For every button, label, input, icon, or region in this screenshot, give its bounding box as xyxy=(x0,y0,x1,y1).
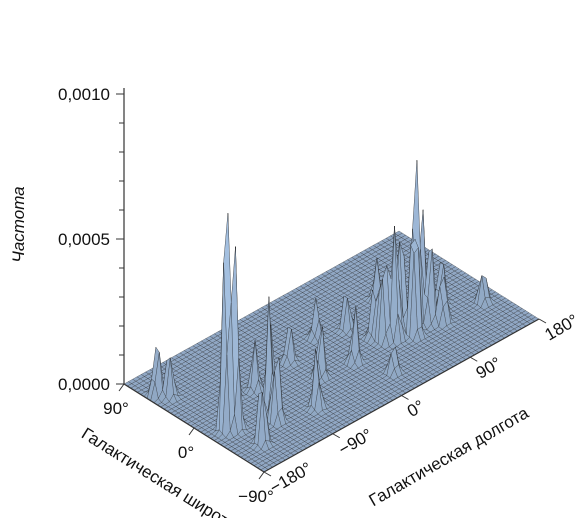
lon-tick-mark xyxy=(470,357,477,361)
z-axis-title: Частота xyxy=(9,186,28,262)
lat-tick-label: 90° xyxy=(103,399,129,418)
z-tick-label: 0,0010 xyxy=(58,85,110,104)
lon-tick-mark xyxy=(539,319,546,323)
lon-tick-label: 90° xyxy=(473,353,505,382)
lat-tick-mark xyxy=(259,472,264,479)
lat-tick-mark xyxy=(119,384,124,391)
lon-tick-mark xyxy=(264,472,271,476)
lat-tick-mark xyxy=(189,428,194,435)
z-tick-label: 0,0005 xyxy=(58,230,110,249)
lon-tick-mark xyxy=(402,396,409,400)
lon-tick-label: 0° xyxy=(404,396,428,421)
lon-tick-label: −90° xyxy=(335,425,375,459)
z-tick-label: 0,0000 xyxy=(58,375,110,394)
lon-tick-mark xyxy=(333,434,340,438)
lon-axis-title: Галактическая долгота xyxy=(366,403,533,510)
lon-tick-label: 180° xyxy=(542,310,577,344)
surface-mesh xyxy=(124,160,539,472)
lat-tick-label: −90° xyxy=(238,487,274,506)
lat-tick-label: 0° xyxy=(178,443,194,462)
